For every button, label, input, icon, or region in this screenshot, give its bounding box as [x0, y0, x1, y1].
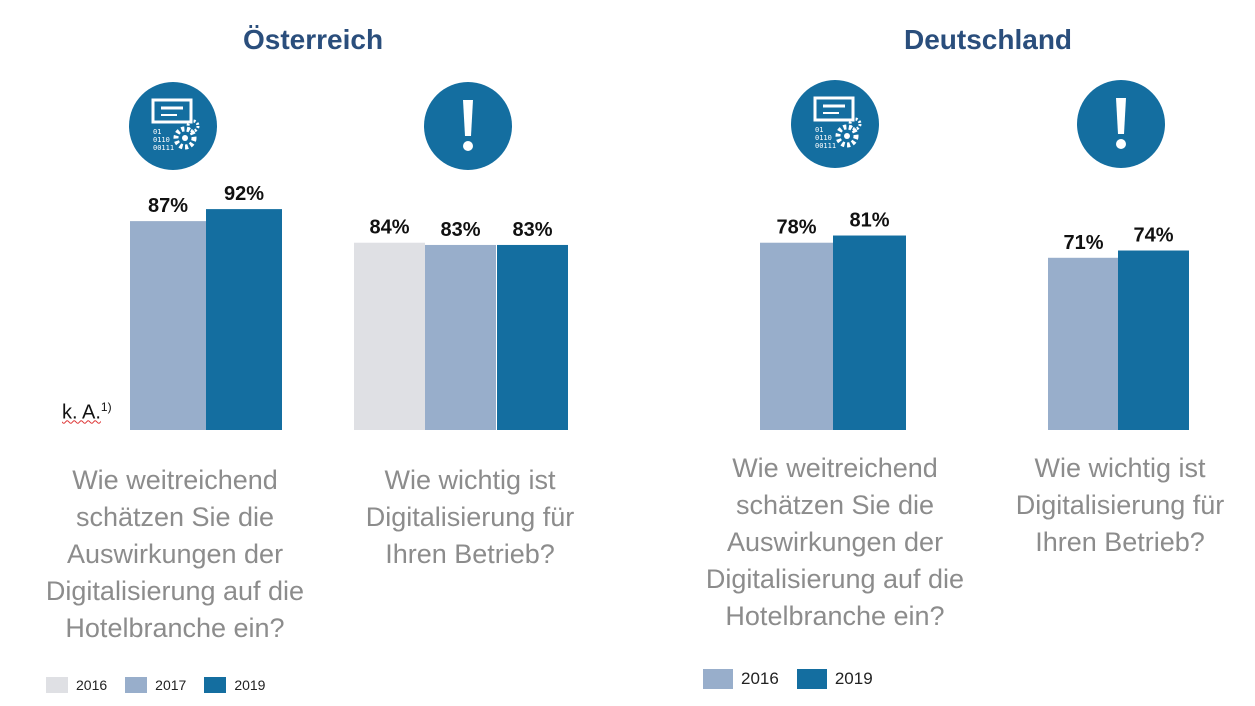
- legend-label: 2019: [834, 669, 873, 688]
- svg-text:00111: 00111: [815, 142, 836, 150]
- bar-2019: [497, 244, 568, 430]
- question-line: Wie wichtig ist: [1034, 453, 1206, 483]
- no-data-label: k. A.: [62, 401, 101, 424]
- bar-2016: [760, 242, 833, 430]
- question-line: Wie wichtig ist: [384, 465, 556, 495]
- legend-item-2019: 2019: [796, 669, 873, 689]
- question-line: Ihren Betrieb?: [385, 539, 555, 569]
- bar-value-label: 83%: [512, 219, 552, 241]
- bar-2016: [354, 242, 425, 430]
- question-line: Digitalisierung auf die: [705, 564, 965, 594]
- question-line: Digitalisierung für: [1015, 490, 1225, 520]
- title-germany: Deutschland: [904, 24, 1073, 55]
- bar-value-label: 92%: [224, 183, 264, 205]
- digitalization-gears-icon: 01 0110 00111: [129, 82, 217, 170]
- legend-label: 2016: [741, 669, 779, 688]
- svg-text:0110: 0110: [815, 134, 832, 142]
- question-line: schätzen Sie die: [75, 502, 275, 532]
- question-line: Ihren Betrieb?: [1035, 527, 1205, 557]
- no-data-note: k. A.1): [62, 400, 112, 425]
- bar-2017: [130, 221, 206, 430]
- bar-value-label: 84%: [369, 217, 409, 239]
- question-line: Auswirkungen der: [66, 539, 284, 569]
- exclamation-icon: [424, 82, 512, 170]
- bar-2019: [206, 209, 282, 430]
- legend-germany: 2016 2019: [703, 669, 891, 689]
- bar-value-label: 74%: [1133, 225, 1173, 247]
- legend-swatch-2019: [796, 669, 827, 689]
- bar-value-label: 83%: [440, 219, 480, 241]
- svg-text:01: 01: [153, 128, 161, 136]
- legend-item-2017: 2017: [125, 677, 186, 693]
- question-line: Wie weitreichend: [72, 465, 278, 495]
- bar-value-label: 78%: [776, 217, 816, 239]
- legend-label: 2017: [155, 677, 187, 693]
- question-line: Hotelbranche ein?: [65, 613, 285, 643]
- legend-label: 2016: [76, 677, 108, 693]
- svg-text:01: 01: [815, 126, 823, 134]
- bar-value-label: 87%: [148, 195, 188, 217]
- legend-swatch-2017: [125, 677, 148, 693]
- legend-swatch-2016: [703, 669, 733, 689]
- bar-2019: [833, 235, 906, 430]
- legend-swatch-2016: [46, 677, 68, 693]
- bar-value-label: 71%: [1063, 232, 1103, 254]
- question-impact-austria: Wie weitreichend schätzen Sie die Auswir…: [20, 462, 330, 647]
- legend-label: 2019: [234, 677, 266, 693]
- question-importance-germany: Wie wichtig ist Digitalisierung für Ihre…: [990, 450, 1250, 561]
- footnote-marker: 1): [100, 400, 112, 414]
- bar-2017: [425, 244, 496, 430]
- question-line: Digitalisierung auf die: [45, 576, 305, 606]
- question-line: Wie weitreichend: [732, 453, 938, 483]
- svg-text:0110: 0110: [153, 136, 170, 144]
- question-line: Digitalisierung für: [365, 502, 575, 532]
- legend-swatch-2019: [204, 677, 227, 693]
- legend-austria: 2016 2017 2019: [46, 677, 283, 693]
- question-line: schätzen Sie die: [735, 490, 935, 520]
- bar-2019: [1118, 250, 1189, 430]
- bar-value-label: 81%: [849, 210, 889, 232]
- legend-item-2016: 2016: [46, 677, 107, 693]
- bar-2016: [1048, 257, 1119, 430]
- exclamation-icon: [1077, 80, 1165, 168]
- legend-item-2019: 2019: [204, 677, 265, 693]
- legend-item-2016: 2016: [703, 669, 779, 689]
- question-line: Auswirkungen der: [726, 527, 944, 557]
- question-impact-germany: Wie weitreichend schätzen Sie die Auswir…: [680, 450, 990, 635]
- svg-text:00111: 00111: [153, 144, 174, 152]
- question-line: Hotelbranche ein?: [725, 601, 945, 631]
- digitalization-gears-icon: 01 0110 00111: [791, 80, 879, 168]
- title-austria: Österreich: [243, 24, 384, 55]
- question-importance-austria: Wie wichtig ist Digitalisierung für Ihre…: [330, 462, 610, 573]
